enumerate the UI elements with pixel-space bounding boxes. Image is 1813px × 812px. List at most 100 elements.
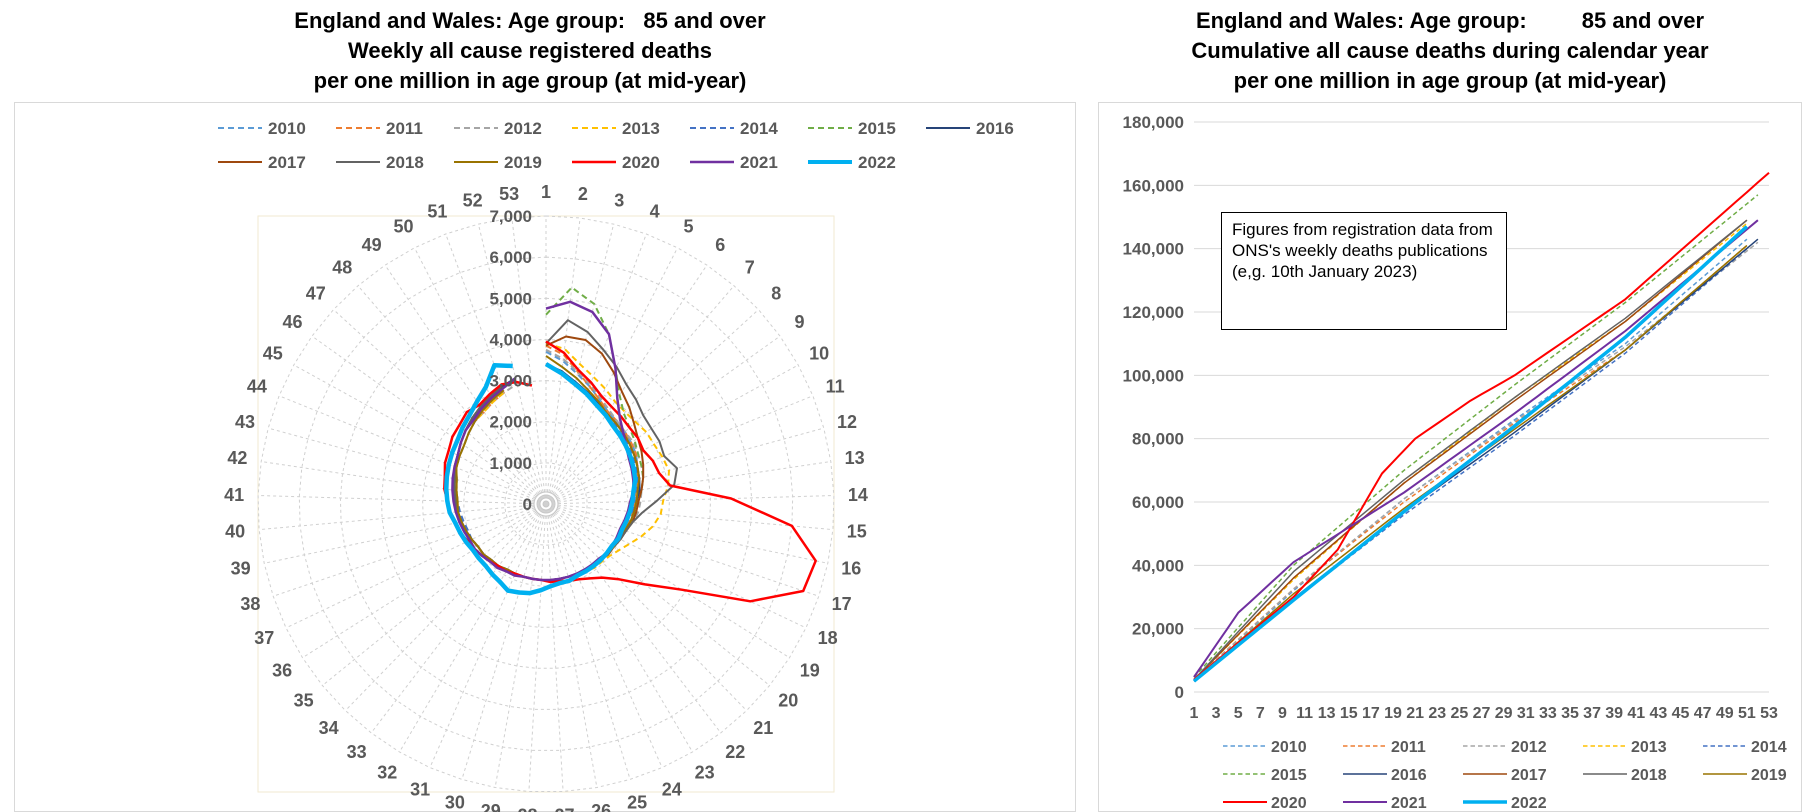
radar-category-label: 46 [282,312,302,332]
line-x-tick: 35 [1561,705,1579,722]
radar-spoke [545,503,631,780]
radar-spoke [302,503,547,659]
radar-spoke [273,503,547,597]
line-x-tick: 25 [1450,705,1468,722]
radar-spoke [545,335,781,505]
radar-category-label: 52 [463,191,483,211]
radar-center-ring [542,500,550,508]
radar-title-line-2: Weekly all cause registered deaths [348,38,712,63]
radar-series-2015 [453,286,645,581]
radar-category-label: 21 [753,718,773,738]
radar-ring [339,297,753,710]
radar-legend-label: 2011 [386,119,423,138]
line-series-2015 [1193,194,1759,678]
radar-category-label: 23 [695,763,715,783]
line-title-line-3: per one million in age group (at mid-yea… [1233,68,1667,93]
radar-category-label: 3 [614,191,624,211]
line-x-tick: 9 [1278,705,1287,722]
radar-radial-tick: 0 [523,495,532,514]
line-y-tick: 160,000 [1123,176,1184,195]
radar-ring [298,256,794,751]
radar-legend-label: 2021 [740,153,778,172]
line-legend-label: 2012 [1511,739,1547,756]
radar-category-label: 33 [347,742,367,762]
radar-title-line-1: England and Wales: Age group: 85 and ove… [294,8,766,33]
line-series-2021 [1193,219,1759,678]
radar-category-label: 11 [826,377,845,397]
line-y-tick: 180,000 [1123,113,1184,132]
radar-category-label: 40 [225,522,245,542]
radar-radial-tick: 2,000 [489,413,532,432]
line-x-tick: 21 [1406,705,1424,722]
line-legend-label: 2015 [1271,767,1307,784]
radar-legend-label: 2017 [268,153,306,172]
radar-legend-label: 2018 [386,153,424,172]
line-y-tick: 140,000 [1123,240,1184,259]
radar-radial-tick: 5,000 [489,289,532,308]
line-x-tick: 53 [1760,705,1778,722]
radar-spoke [545,461,831,505]
radar-spoke [384,264,547,505]
radar-chart-panel [14,102,1076,812]
radar-spoke [545,503,598,788]
radar-category-label: 2 [578,184,588,204]
line-x-tick: 39 [1605,705,1623,722]
line-x-tick: 7 [1256,705,1265,722]
radar-spoke [399,503,547,753]
radar-category-label: 35 [294,691,314,711]
radar-legend-label: 2020 [622,153,660,172]
radar-spoke [545,495,834,505]
radar-spoke [545,503,693,753]
radar-spoke [370,503,547,734]
line-y-tick: 80,000 [1132,430,1184,449]
radar-spoke [311,335,547,505]
line-x-tick: 17 [1362,705,1380,722]
radar-spoke [545,503,663,768]
line-x-tick: 45 [1672,705,1690,722]
radar-category-label: 16 [841,558,861,578]
radar-spoke [357,285,547,505]
radar-category-label: 25 [627,792,647,812]
radar-legend-label: 2016 [976,119,1014,138]
radar-spoke [345,503,547,711]
radar-chart-title: England and Wales: Age group: 85 and ove… [0,6,1060,96]
line-x-tick: 1 [1190,705,1199,722]
radar-category-label: 34 [319,718,339,738]
line-legend-label: 2010 [1271,739,1307,756]
line-x-tick: 11 [1296,705,1313,722]
line-legend-label: 2017 [1511,767,1547,784]
line-x-tick: 5 [1234,705,1243,722]
line-chart-title: England and Wales: Age group: 85 and ove… [1090,6,1810,96]
radar-category-label: 49 [362,235,382,255]
radar-category-label: 36 [272,661,292,681]
line-y-tick: 40,000 [1132,556,1184,575]
radar-spoke [494,503,547,788]
radar-radial-tick: 7,000 [489,207,532,226]
radar-category-label: 17 [832,594,852,614]
radar-spoke [545,233,647,505]
radar-category-label: 9 [794,312,804,332]
radar-spoke [511,217,547,505]
radar-spoke [545,503,564,792]
line-legend-label: 2014 [1751,739,1787,756]
line-legend-label: 2016 [1391,767,1427,784]
line-x-tick: 47 [1694,705,1712,722]
radar-category-label: 18 [818,628,838,648]
radar-category-label: 29 [481,801,501,812]
line-legend-label: 2020 [1271,795,1307,812]
radar-category-label: 7 [745,258,755,278]
radar-category-label: 1 [541,182,551,202]
line-series-2011 [1193,244,1748,681]
line-y-tick: 120,000 [1123,303,1184,322]
line-series-2014 [1193,248,1748,682]
line-series-2020 [1193,171,1770,681]
radar-spoke [545,503,833,531]
radar-category-label: 31 [410,780,430,800]
annotation-box: Figures from registration data from ONS'… [1221,212,1507,330]
radar-legend-label: 2012 [504,119,542,138]
radar-category-label: 37 [254,628,274,648]
line-series-2018 [1193,219,1748,681]
radar-legend-label: 2022 [858,153,896,172]
radar-category-label: 45 [263,343,283,363]
radar-category-label: 5 [683,216,693,236]
